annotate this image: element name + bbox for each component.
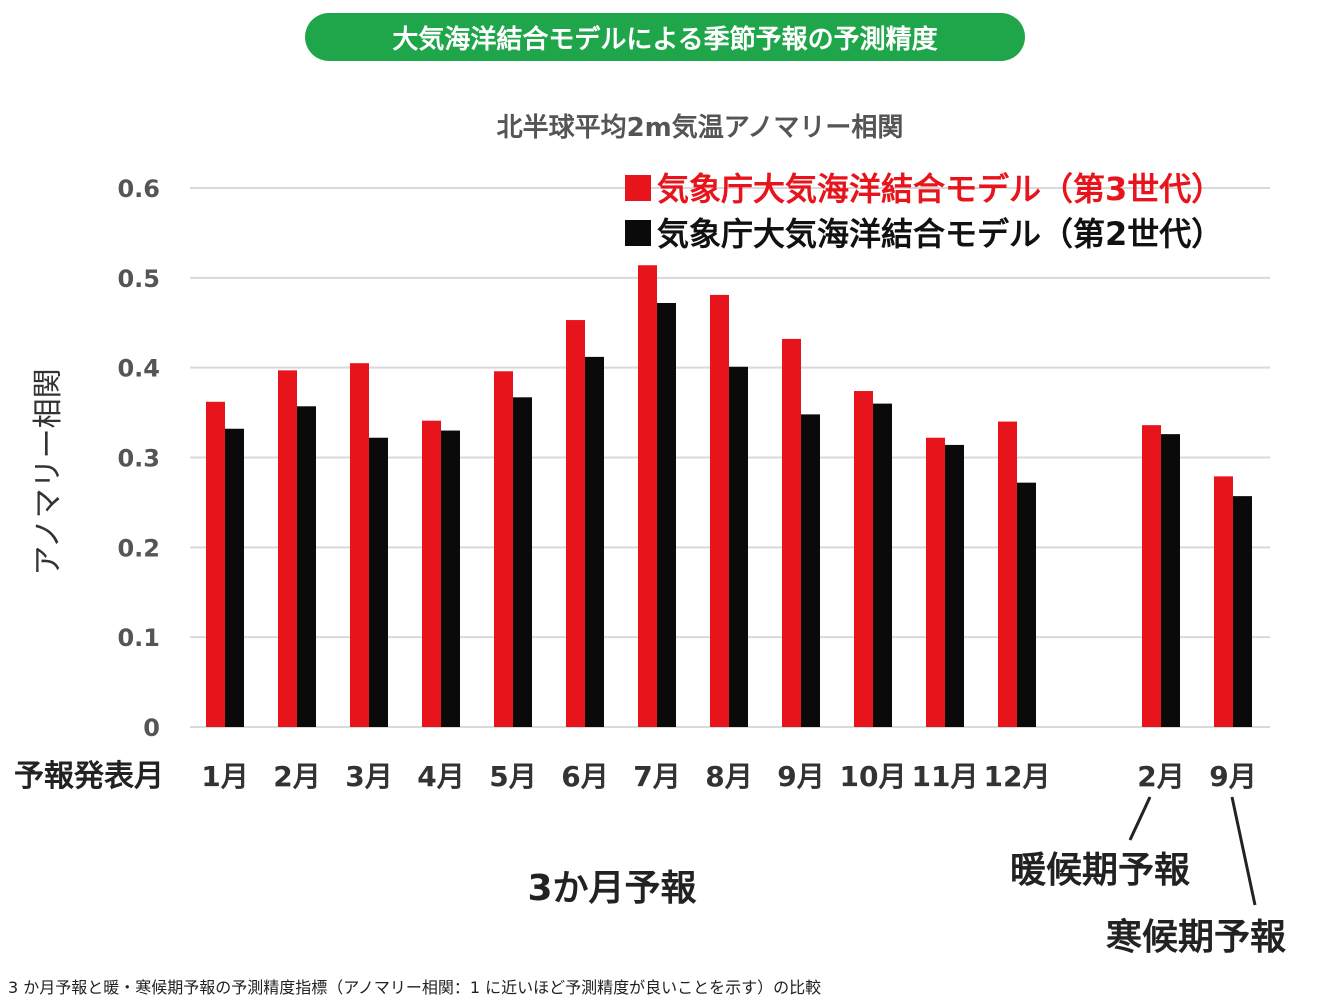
bar-gen3-12 (1142, 425, 1161, 727)
x-axis-label: 予報発表月 (14, 759, 164, 794)
x-tick-label: 11月 (912, 760, 979, 793)
y-tick-label: 0.4 (117, 355, 160, 383)
bar-gen3-4 (494, 371, 513, 727)
x-tick-label: 4月 (417, 760, 464, 793)
legend: 気象庁大気海洋結合モデル（第3世代） 気象庁大気海洋結合モデル（第2世代） (625, 170, 1223, 253)
bar-gen3-5 (566, 320, 585, 727)
group-label-warm-season: 暖候期予報 (1010, 850, 1190, 891)
bar-gen2-12 (1161, 434, 1180, 727)
y-tick-label: 0.6 (117, 175, 160, 203)
bar-gen3-9 (854, 391, 873, 727)
bar-gen2-5 (585, 356, 604, 727)
bar-gen2-9 (873, 403, 892, 727)
bar-gen3-0 (206, 401, 225, 727)
y-axis-label: アノマリー相関 (31, 368, 66, 575)
banner-title: 大気海洋結合モデルによる季節予報の予測精度 (305, 13, 1025, 61)
x-tick-label: 2月 (1137, 760, 1184, 793)
x-tick-label: 12月 (984, 760, 1051, 793)
bar-gen3-3 (422, 420, 441, 727)
caption: 3 か月予報と暖・寒候期予報の予測精度指標（アノマリー相関：1 に近いほど予測精… (8, 978, 822, 997)
x-tick-label: 9月 (1209, 760, 1256, 793)
bar-gen3-7 (710, 294, 729, 727)
x-tick-label: 1月 (201, 760, 248, 793)
legend-swatch-gen3 (625, 175, 651, 201)
x-tick-label: 3月 (345, 760, 392, 793)
bar-gen3-10 (926, 437, 945, 727)
bar-gen3-1 (278, 370, 297, 727)
bar-gen2-1 (297, 406, 316, 727)
y-tick-label: 0.1 (117, 624, 160, 652)
y-tick-label: 0.2 (117, 534, 160, 562)
bar-gen3-11 (998, 421, 1017, 727)
bar-gen2-7 (729, 366, 748, 727)
y-tick-label: 0.5 (117, 265, 160, 293)
bar-gen3-6 (638, 265, 657, 727)
bar-gen2-0 (225, 428, 244, 727)
y-tick-label: 0 (143, 714, 160, 742)
bar-gen2-11 (1017, 482, 1036, 727)
chart-title: 北半球平均2m気温アノマリー相関 (497, 112, 904, 143)
x-tick-label: 5月 (489, 760, 536, 793)
group-label-three-month: 3か月予報 (527, 868, 696, 909)
bar-chart: 北半球平均2m気温アノマリー相関 0 0.1 0.2 0.3 0.4 0.5 0.6 1月 2… (14, 112, 1286, 958)
bar-gen3-13 (1214, 476, 1233, 727)
cold-season-pointer (1230, 796, 1257, 906)
legend-label-gen2: 気象庁大気海洋結合モデル（第2世代） (657, 215, 1223, 253)
x-tick-label: 10月 (840, 760, 907, 793)
bar-gen2-4 (513, 397, 532, 727)
x-tick-label: 7月 (633, 760, 680, 793)
x-tick-label: 6月 (561, 760, 608, 793)
x-tick-label: 8月 (705, 760, 752, 793)
x-tick-label: 9月 (777, 760, 824, 793)
group-label-cold-season: 寒候期予報 (1106, 917, 1286, 958)
legend-swatch-gen2 (625, 220, 651, 246)
bar-gen2-2 (369, 437, 388, 727)
legend-label-gen3: 気象庁大気海洋結合モデル（第3世代） (657, 170, 1223, 208)
x-tick-label: 2月 (273, 760, 320, 793)
warm-season-pointer (1128, 796, 1152, 841)
bar-gen2-3 (441, 430, 460, 727)
bar-gen2-8 (801, 414, 820, 727)
bar-gen2-6 (657, 302, 676, 727)
bar-gen2-13 (1233, 496, 1252, 727)
bar-gen3-8 (782, 338, 801, 727)
y-tick-label: 0.3 (117, 445, 160, 473)
bar-gen2-10 (945, 444, 964, 727)
bar-gen3-2 (350, 363, 369, 727)
